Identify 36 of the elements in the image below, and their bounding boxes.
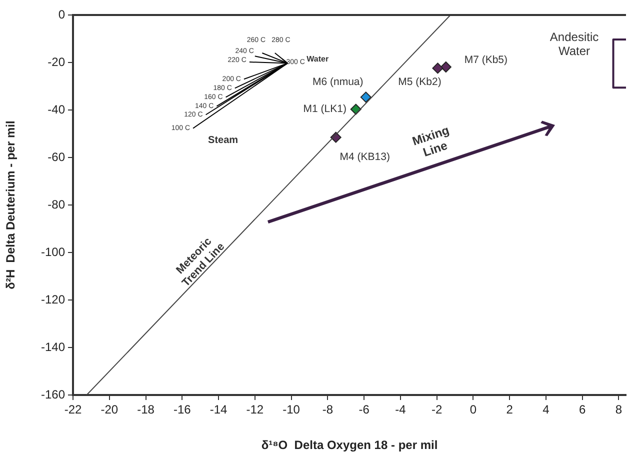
x-tick-label: 0 <box>470 402 477 417</box>
annotation: Water <box>306 54 329 64</box>
x-tick-label: -6 <box>358 402 370 417</box>
x-tick-label: -12 <box>246 402 264 417</box>
x-tick-label: 8 <box>615 402 622 417</box>
series-label: M4 (KB13) <box>340 151 390 164</box>
y-tick-label: -60 <box>48 150 66 164</box>
y-tick-label: 0 <box>58 7 66 22</box>
y-tick-label: -120 <box>40 292 66 306</box>
y-axis-title: δ²H Delta Deuterium - per mil <box>4 120 18 290</box>
x-tick-label: 2 <box>506 402 514 417</box>
series-label: M1 (LK1) <box>303 103 346 116</box>
x-tick-label: -18 <box>137 402 155 417</box>
y-tick-label: -140 <box>40 340 66 354</box>
series-label: M6 (nmua) <box>312 76 364 88</box>
annotation: Mixing Line <box>410 122 451 160</box>
series-label: Andesitic Water <box>550 30 599 58</box>
x-tick-label: -14 <box>210 402 228 417</box>
x-tick-label: -4 <box>395 402 406 417</box>
x-tick-label: -2 <box>431 402 442 417</box>
x-tick-label: -20 <box>100 402 118 417</box>
y-tick-label: -40 <box>48 102 66 116</box>
y-tick-label: -20 <box>48 54 66 69</box>
series-label: M7 (Kb5) <box>464 54 508 66</box>
y-tick-label: -100 <box>40 244 66 259</box>
x-tick-label: -10 <box>282 402 300 417</box>
y-tick-label: -160 <box>40 387 66 402</box>
x-tick-label: -8 <box>322 402 334 417</box>
x-tick-label: -22 <box>64 402 82 417</box>
y-tick-label: -80 <box>48 197 66 212</box>
x-axis-title: δ¹⁸O Delta Oxygen 18 - per mil <box>261 438 438 452</box>
x-tick-label: 6 <box>579 402 586 417</box>
x-tick-label: -16 <box>173 402 192 417</box>
x-tick-label: 4 <box>542 402 550 417</box>
annotation: Steam <box>208 135 238 146</box>
series-label: M5 (Kb2) <box>398 76 442 88</box>
